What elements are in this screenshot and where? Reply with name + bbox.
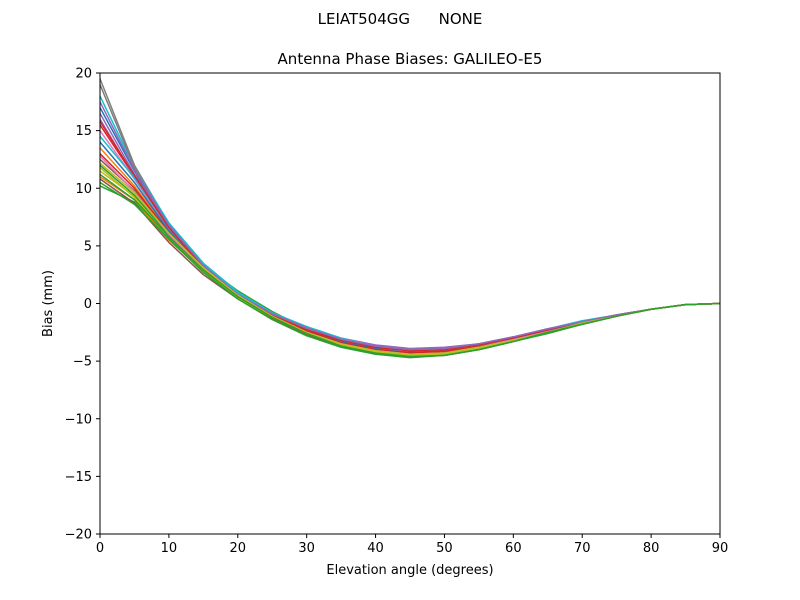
series-line-s20 <box>99 135 721 352</box>
x-tick-label: 10 <box>161 541 178 556</box>
x-tick-label: 20 <box>230 541 247 556</box>
series-line-s18 <box>99 84 721 351</box>
plot-frame <box>99 72 721 535</box>
y-tick-label: 0 <box>84 297 92 312</box>
chart-title: Antenna Phase Biases: GALILEO-E5 <box>278 50 543 68</box>
y-tick-label: 15 <box>75 124 92 139</box>
series-line-s11 <box>99 141 721 354</box>
y-tick-label: 10 <box>75 182 92 197</box>
series-line-s8 <box>99 78 721 351</box>
series-line-s22 <box>99 121 721 352</box>
x-tick-label: 90 <box>712 541 729 556</box>
series-line-s3 <box>99 185 721 355</box>
y-tick-label: 20 <box>75 67 92 82</box>
series-line-s21 <box>99 181 721 359</box>
series-line-s16 <box>99 178 721 358</box>
x-tick-label: 60 <box>505 541 522 556</box>
x-axis-ticks: 0 10 20 30 40 50 60 70 80 90 <box>96 534 728 556</box>
series-line-s23 <box>99 101 721 351</box>
y-axis-ticks: −20 −15 −10 −5 0 5 10 15 20 <box>65 67 100 543</box>
y-tick-label: −5 <box>73 355 92 370</box>
x-axis-label: Elevation angle (degrees) <box>326 563 493 578</box>
series-line-s12 <box>99 176 721 357</box>
series-line-s15 <box>99 118 721 352</box>
series-line-s10 <box>99 95 721 351</box>
y-tick-label: −15 <box>65 470 92 485</box>
x-tick-label: 40 <box>367 541 384 556</box>
x-tick-label: 30 <box>298 541 315 556</box>
chart-suptitle: LEIAT504GG NONE <box>318 10 483 28</box>
y-axis-label: Bias (mm) <box>41 270 56 337</box>
y-tick-label: 5 <box>84 239 92 254</box>
x-tick-label: 70 <box>574 541 591 556</box>
series-line-s4 <box>99 124 721 353</box>
y-tick-label: −10 <box>65 412 92 427</box>
series-line-s7 <box>99 130 721 352</box>
x-tick-label: 0 <box>96 541 104 556</box>
x-tick-label: 80 <box>643 541 660 556</box>
series-line-s2 <box>99 147 721 353</box>
x-tick-label: 50 <box>436 541 453 556</box>
plot-series-group <box>99 78 721 359</box>
y-tick-label: −20 <box>65 528 92 543</box>
series-line-s25 <box>99 173 721 358</box>
